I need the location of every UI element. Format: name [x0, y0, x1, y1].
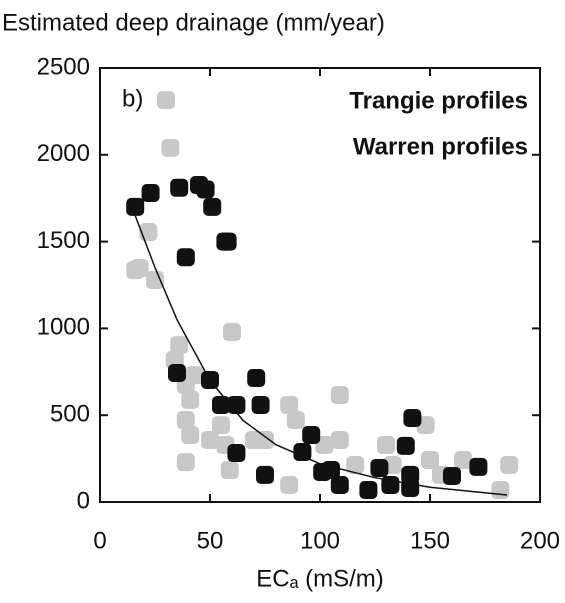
- point: [377, 436, 395, 455]
- point: [220, 461, 239, 480]
- point: [403, 408, 422, 427]
- point: [454, 450, 472, 469]
- point: [168, 364, 186, 383]
- x-tick-label: 0: [93, 527, 106, 554]
- point: [181, 425, 200, 444]
- y-tick-label: 500: [50, 401, 90, 428]
- point: [170, 178, 189, 197]
- y-tick-label: 1500: [37, 227, 90, 254]
- x-tick-label: 200: [520, 527, 560, 554]
- point: [212, 416, 230, 435]
- x-axis-label: ECₐ (mS/m): [256, 565, 384, 592]
- x-tick-label: 150: [410, 527, 450, 554]
- point: [330, 431, 349, 450]
- point: [176, 453, 195, 472]
- point: [443, 466, 461, 485]
- panel-label: b): [122, 85, 143, 112]
- point: [500, 456, 519, 475]
- point: [185, 366, 204, 385]
- trend-line: [134, 215, 508, 496]
- point: [256, 431, 274, 450]
- point: [227, 444, 246, 463]
- point: [201, 431, 219, 450]
- point: [196, 180, 215, 199]
- point: [170, 336, 189, 355]
- y-tick-label: 2500: [37, 53, 90, 80]
- point: [256, 465, 274, 484]
- point: [212, 395, 230, 414]
- legend-label: Warren profiles: [353, 133, 528, 160]
- point: [469, 457, 488, 476]
- point: [302, 425, 321, 444]
- point: [223, 323, 241, 342]
- point: [203, 197, 222, 216]
- point: [330, 386, 349, 405]
- point: [227, 395, 246, 414]
- point: [251, 395, 270, 414]
- chart-title: Estimated deep drainage (mm/year): [2, 9, 385, 36]
- point: [126, 261, 145, 280]
- point: [157, 91, 175, 110]
- y-tick-label: 0: [77, 487, 90, 514]
- point: [181, 390, 200, 409]
- point: [491, 481, 510, 500]
- point: [286, 411, 305, 430]
- point: [126, 197, 145, 216]
- point: [280, 475, 299, 494]
- point: [161, 138, 180, 157]
- point: [346, 456, 365, 475]
- point: [218, 232, 237, 251]
- point: [421, 450, 439, 469]
- x-tick-label: 100: [300, 527, 340, 554]
- point: [280, 395, 299, 414]
- point: [370, 458, 389, 477]
- point: [176, 411, 195, 430]
- point: [396, 436, 415, 455]
- x-tick-label: 50: [197, 527, 224, 554]
- point: [401, 478, 420, 497]
- y-tick-label: 2000: [37, 140, 90, 167]
- point: [141, 183, 160, 202]
- point: [247, 369, 266, 388]
- y-tick-label: 1000: [37, 314, 90, 341]
- point: [293, 443, 312, 462]
- point: [330, 475, 349, 494]
- point: [359, 481, 378, 500]
- point: [146, 270, 164, 289]
- legend-label: Trangie profiles: [349, 87, 528, 114]
- point: [176, 248, 195, 267]
